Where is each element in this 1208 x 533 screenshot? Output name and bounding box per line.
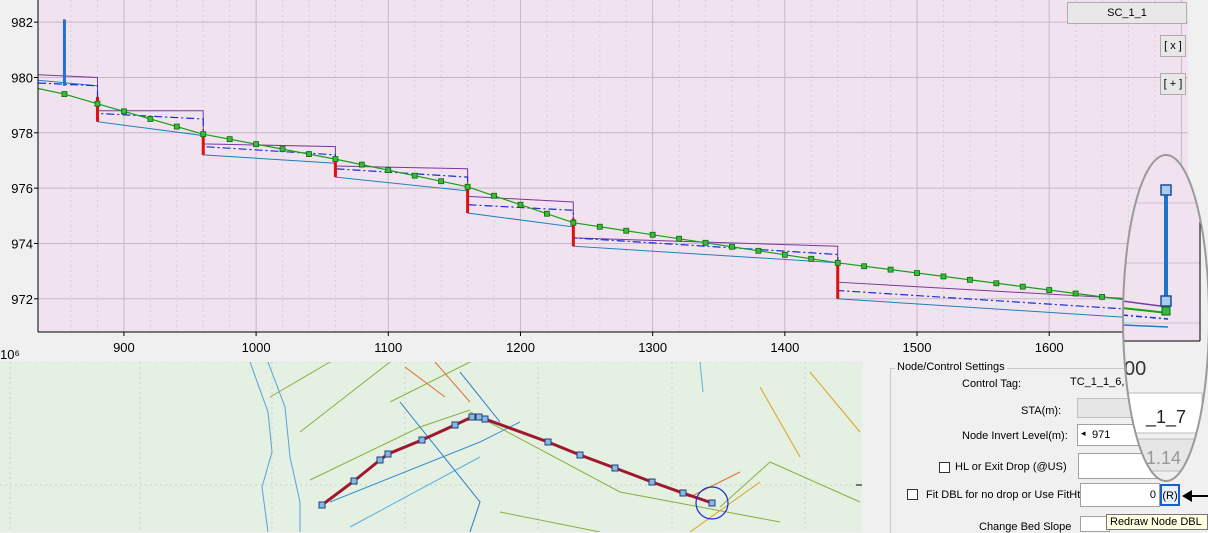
- profile-marker: [596, 223, 603, 230]
- series-line-2: [37, 74, 1182, 303]
- fit-dbl-checkbox[interactable]: [907, 489, 918, 500]
- profile-marker: [200, 131, 207, 138]
- profile-marker: [61, 91, 68, 97]
- y-grid: [38, 21, 1188, 300]
- profile-marker: [966, 276, 973, 283]
- lens-value-label: 1.14: [1146, 448, 1181, 468]
- profile-marker: [781, 251, 788, 258]
- change-bed-slope-label: Change Bed Slope: [979, 521, 1072, 533]
- profile-marker: [173, 123, 180, 130]
- lens-tag-label: _1_7: [1145, 407, 1186, 428]
- profile-marker: [834, 259, 841, 266]
- y-tick-labels: 972 974 976 978 980 982: [11, 15, 38, 307]
- cursor-arrow-icon: [1182, 490, 1208, 502]
- profile-marker: [358, 161, 365, 168]
- close-button[interactable]: [ x ]: [1160, 35, 1186, 57]
- series-layer: [37, 19, 1185, 322]
- x-tick-label: 900: [113, 340, 135, 355]
- profile-marker: [914, 270, 920, 276]
- spin-left-icon[interactable]: ◂: [1081, 428, 1086, 438]
- sta-label: STA(m):: [1021, 405, 1062, 417]
- hl-exit-drop-checkbox[interactable]: [939, 462, 950, 473]
- y-tick-label: 976: [11, 181, 33, 196]
- magnifier-lens: 00 _1_7 1.14: [1122, 154, 1208, 482]
- profile-marker: [438, 178, 445, 185]
- profile-marker: [993, 280, 1000, 287]
- y-tick-label: 978: [11, 126, 33, 141]
- profile-marker: [253, 141, 260, 148]
- node-invert-label: Node Invert Level(m):: [962, 430, 1068, 442]
- profile-marker: [676, 235, 682, 242]
- profile-marker: [332, 156, 339, 162]
- x-tick-label: 1200: [506, 340, 535, 355]
- hl-field[interactable]: [1078, 453, 1158, 479]
- x-tick-label: 1000: [242, 340, 271, 355]
- x-tick-labels: 900 1000 1100 1200 1300 1400 1500 1600: [113, 332, 1064, 355]
- series-line-1: [37, 79, 1182, 322]
- x-tick-label: 1400: [770, 340, 799, 355]
- map-background: [0, 362, 862, 532]
- x-tick-label: 1600: [1035, 340, 1064, 355]
- profile-marker: [226, 136, 233, 143]
- profile-marker: [861, 263, 868, 270]
- fit-dbl-label: Fit DBL for no drop or Use FitHt:: [926, 489, 1084, 501]
- profile-marker: [887, 266, 894, 273]
- lens-top-handle: [1160, 184, 1172, 196]
- redraw-node-button[interactable]: (R): [1160, 484, 1180, 506]
- profile-marker: [147, 116, 154, 122]
- selected-node-circle[interactable]: [695, 486, 729, 520]
- profile-marker: [517, 201, 524, 208]
- sc-button[interactable]: SC_1_1: [1067, 2, 1187, 24]
- profile-marker: [623, 227, 630, 234]
- profile-marker: [1072, 290, 1079, 297]
- group-title: Node/Control Settings: [895, 361, 1007, 373]
- lens-border: [1122, 154, 1208, 482]
- profile-marker: [411, 172, 418, 179]
- plan-map[interactable]: [0, 362, 862, 532]
- profile-marker: [729, 243, 735, 250]
- profile-marker: [702, 239, 709, 246]
- profile-marker: [940, 273, 947, 280]
- profile-marker: [649, 231, 656, 238]
- fit-ht-field[interactable]: 0: [1080, 483, 1160, 507]
- profile-marker: [755, 247, 762, 254]
- x-tick-label: 1100: [374, 340, 402, 355]
- profile-marker: [544, 210, 550, 217]
- profile-marker: [570, 219, 577, 226]
- node-control-group: [890, 368, 1208, 533]
- control-tag-value: TC_1_1_6,: [1070, 376, 1125, 388]
- y-tick-label: 972: [11, 292, 33, 307]
- node-invert-value: 971: [1092, 429, 1111, 441]
- profile-marker: [121, 108, 127, 115]
- alignment-nodes: [318, 413, 716, 509]
- profile-marker: [94, 100, 101, 107]
- plot-area: [38, 0, 1188, 332]
- profile-marker: [1099, 293, 1105, 300]
- profile-chart[interactable]: 900 1000 1100 1200 1300 1400 1500 1600 97297497…: [0, 0, 1208, 360]
- fit-ht-value: 0: [1149, 489, 1156, 501]
- y-tick-label: 980: [11, 70, 33, 85]
- profile-marker: [279, 146, 286, 153]
- y-tick-label: 974: [11, 236, 33, 251]
- lens-bottom-handle: [1160, 295, 1172, 307]
- x-tick-label: 1300: [638, 340, 667, 355]
- profile-marker: [464, 183, 471, 190]
- redraw-tooltip: Redraw Node DBL: [1106, 514, 1208, 530]
- add-button[interactable]: [ + ]: [1160, 73, 1186, 95]
- profile-marker: [1046, 287, 1053, 293]
- lens-zero-label: 00: [1124, 358, 1146, 380]
- x-tick-label: 1500: [903, 340, 932, 355]
- y-tick-label: 982: [11, 15, 33, 30]
- profile-marker: [808, 255, 815, 262]
- profile-marker: [385, 167, 392, 174]
- profile-marker: [491, 192, 497, 199]
- profile-marker: [306, 151, 312, 158]
- exponent-label: 10⁶: [0, 347, 20, 360]
- x-grid: [70, 0, 1182, 332]
- hl-exit-drop-label: HL or Exit Drop (@US): [955, 461, 1067, 473]
- profile-marker: [1019, 283, 1026, 290]
- control-tag-label: Control Tag:: [962, 378, 1022, 390]
